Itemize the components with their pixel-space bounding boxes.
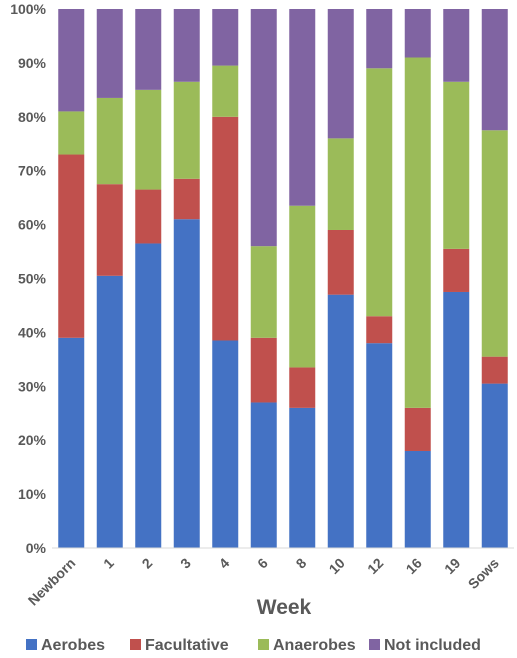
y-tick-label: 80% bbox=[18, 109, 47, 125]
bar-anaerobes-10 bbox=[327, 138, 354, 230]
bar-facultative-sows bbox=[481, 356, 508, 384]
bar-aerobes-2 bbox=[135, 243, 162, 548]
x-tick-label: 4 bbox=[216, 555, 233, 572]
y-tick-label: 60% bbox=[18, 217, 47, 233]
bar-facultative-newborn bbox=[58, 154, 85, 338]
x-tick-label: 8 bbox=[293, 555, 310, 572]
bar-aerobes-1 bbox=[96, 275, 123, 548]
bar-anaerobes-16 bbox=[404, 57, 431, 408]
y-tick-label: 50% bbox=[18, 271, 47, 287]
y-tick-label: 10% bbox=[18, 486, 47, 502]
bars bbox=[58, 9, 508, 548]
x-tick-label: 10 bbox=[326, 555, 348, 577]
x-tick-label: 19 bbox=[441, 555, 463, 577]
bar-anaerobes-3 bbox=[173, 81, 200, 179]
bar-anaerobes-2 bbox=[135, 89, 162, 190]
bar-not-included-4 bbox=[212, 9, 239, 66]
bar-anaerobes-4 bbox=[212, 65, 239, 117]
bar-facultative-19 bbox=[443, 248, 470, 292]
bar-aerobes-4 bbox=[212, 340, 239, 548]
legend-label: Anaerobes bbox=[273, 637, 356, 654]
bar-facultative-2 bbox=[135, 189, 162, 244]
bar-anaerobes-19 bbox=[443, 81, 470, 249]
legend-label: Facultative bbox=[145, 637, 229, 654]
bar-aerobes-newborn bbox=[58, 337, 85, 548]
legend-label: Aerobes bbox=[41, 637, 105, 654]
y-axis-ticks: 0% 10% 20% 30% 40% 50% 60% 70% 80% 90% 100% bbox=[10, 1, 46, 556]
bar-aerobes-12 bbox=[366, 343, 393, 548]
bar-aerobes-3 bbox=[173, 219, 200, 548]
y-tick-label: 30% bbox=[18, 378, 47, 394]
bar-not-included-8 bbox=[289, 9, 316, 206]
x-tick-label: 12 bbox=[364, 555, 386, 577]
bar-facultative-10 bbox=[327, 229, 354, 295]
bar-facultative-1 bbox=[96, 184, 123, 276]
bar-facultative-4 bbox=[212, 116, 239, 341]
x-tick-label: 2 bbox=[139, 555, 156, 572]
x-tick-label: 16 bbox=[403, 555, 425, 577]
x-tick-label: 6 bbox=[254, 555, 271, 572]
bar-facultative-12 bbox=[366, 316, 393, 344]
bar-facultative-3 bbox=[173, 178, 200, 220]
bar-not-included-3 bbox=[173, 9, 200, 82]
x-axis-title: Week bbox=[257, 596, 312, 619]
bar-not-included-1 bbox=[96, 9, 123, 98]
legend-swatch bbox=[258, 639, 269, 650]
bar-aerobes-8 bbox=[289, 407, 316, 548]
bar-aerobes-6 bbox=[250, 402, 277, 548]
bar-anaerobes-12 bbox=[366, 68, 393, 317]
bar-aerobes-16 bbox=[404, 450, 431, 548]
bar-not-included-10 bbox=[327, 9, 354, 139]
x-tick-label: Sows bbox=[465, 555, 502, 592]
bar-not-included-newborn bbox=[58, 9, 85, 112]
y-tick-label: 40% bbox=[18, 324, 47, 340]
bar-not-included-2 bbox=[135, 9, 162, 90]
x-tick-label: 3 bbox=[177, 555, 194, 572]
bar-aerobes-19 bbox=[443, 291, 470, 548]
x-tick-label: 1 bbox=[100, 555, 117, 572]
bar-facultative-6 bbox=[250, 337, 277, 403]
legend-swatch bbox=[26, 639, 37, 650]
bar-anaerobes-sows bbox=[481, 130, 508, 357]
y-tick-label: 90% bbox=[18, 55, 47, 71]
legend-label: Not included bbox=[384, 637, 481, 654]
legend: Aerobes Facultative Anaerobes Not included bbox=[26, 637, 481, 654]
bar-aerobes-10 bbox=[327, 294, 354, 548]
y-tick-label: 20% bbox=[18, 432, 47, 448]
x-tick-label: Newborn bbox=[25, 555, 79, 609]
bar-facultative-16 bbox=[404, 407, 431, 451]
bar-anaerobes-6 bbox=[250, 246, 277, 338]
bar-facultative-8 bbox=[289, 367, 316, 408]
y-tick-label: 0% bbox=[26, 540, 47, 556]
bar-not-included-12 bbox=[366, 9, 393, 69]
bar-anaerobes-newborn bbox=[58, 111, 85, 155]
bar-not-included-16 bbox=[404, 9, 431, 58]
bar-not-included-6 bbox=[250, 9, 277, 247]
bar-aerobes-sows bbox=[481, 383, 508, 548]
legend-swatch bbox=[369, 639, 380, 650]
bar-not-included-sows bbox=[481, 9, 508, 131]
legend-swatch bbox=[130, 639, 141, 650]
y-tick-label: 100% bbox=[10, 1, 46, 17]
y-tick-label: 70% bbox=[18, 163, 47, 179]
bar-anaerobes-8 bbox=[289, 205, 316, 368]
bar-not-included-19 bbox=[443, 9, 470, 82]
bar-anaerobes-1 bbox=[96, 97, 123, 185]
